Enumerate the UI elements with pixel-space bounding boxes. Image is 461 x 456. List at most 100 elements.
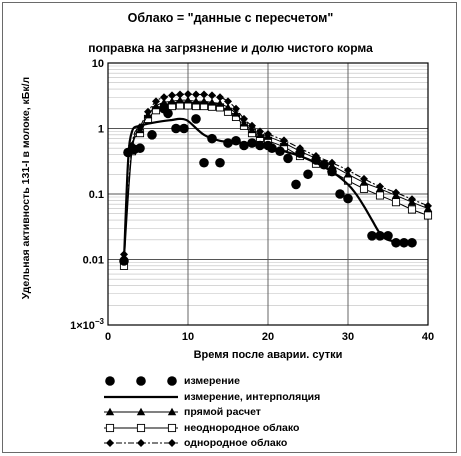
legend-interpolation-label: измерение, интерполяция — [184, 390, 321, 403]
series-measurement-point — [319, 159, 329, 170]
legend-direct-calc-marker — [136, 407, 146, 416]
series-uniform-cloud-point — [392, 188, 400, 197]
series-uniform-cloud-point — [224, 97, 232, 106]
legend-measurement-marker — [105, 376, 115, 386]
legend-measurement-label: измерение — [184, 375, 240, 387]
legend-direct-calc-swatch — [104, 407, 178, 416]
legend-interpolation: измерение, интерполяция — [102, 390, 412, 404]
series-uniform-cloud-point — [200, 90, 208, 99]
y-tick-label: 0.1 — [89, 189, 104, 201]
x-axis-label: Время после аварии. сутки — [193, 349, 343, 361]
series-measurement-point — [407, 237, 417, 248]
series-measurement-point — [375, 231, 385, 241]
series-measurement-point — [215, 157, 225, 168]
series-direct-calc-point — [151, 101, 161, 110]
series-nonuniform-cloud-point — [375, 191, 385, 200]
x-tick-label: 20 — [262, 331, 274, 343]
series-direct-calc-point — [191, 97, 201, 105]
legend-uniform-cloud-marker — [106, 439, 114, 447]
series-uniform-cloud-point — [184, 90, 192, 99]
series-direct-calc-point — [231, 109, 241, 117]
series-measurement-point — [223, 138, 233, 148]
series-measurement-point — [291, 179, 301, 190]
series-measurement-point — [163, 108, 173, 119]
series-measurement-point — [147, 130, 157, 140]
series-measurement-point — [179, 123, 189, 134]
series-measurement-point — [119, 256, 129, 266]
series-uniform-cloud-point — [408, 195, 416, 204]
series-measurement — [119, 103, 417, 266]
series-uniform-cloud-point — [360, 174, 368, 183]
legend-direct-calc-marker — [105, 407, 115, 416]
legend-nonuniform-cloud-marker — [167, 423, 177, 432]
series-measurement-point — [247, 138, 257, 148]
legend-nonuniform-cloud: неоднородное облако — [102, 421, 412, 435]
legend-interpolation-swatch — [104, 395, 178, 398]
series-uniform-cloud-point — [144, 107, 152, 116]
series-measurement-point — [171, 123, 181, 134]
series-nonuniform-cloud-point — [423, 211, 433, 220]
series-measurement-point — [135, 143, 145, 154]
legend-nonuniform-cloud-swatch — [104, 423, 178, 432]
x-tick-label: 30 — [342, 331, 354, 343]
series-uniform-cloud-point — [256, 127, 264, 136]
x-tick-label: 40 — [422, 331, 434, 343]
series-measurement-point — [255, 140, 265, 151]
series-measurement-point — [343, 193, 353, 204]
legend-direct-calc-label: прямой расчет — [184, 406, 261, 418]
series-measurement-point — [303, 169, 313, 180]
series-measurement-point — [275, 146, 285, 157]
legend-measurement: измерение — [102, 374, 412, 388]
series-uniform-cloud-point — [192, 90, 200, 99]
legend-measurement-marker — [167, 376, 177, 386]
series-measurement-point — [207, 133, 217, 144]
series-direct-calc-point — [199, 97, 209, 105]
series-measurement-point — [391, 237, 401, 248]
series-uniform-cloud-point — [240, 114, 248, 123]
legend-nonuniform-cloud-marker — [136, 423, 146, 432]
series-direct-calc-point — [159, 98, 169, 106]
legend-direct-calc: прямой расчет — [102, 405, 412, 419]
plot-border — [107, 62, 429, 326]
series-uniform-cloud-point — [232, 104, 240, 113]
series-measurement-point — [399, 237, 409, 248]
series-uniform-cloud-point — [376, 182, 384, 191]
series-uniform-cloud-point — [344, 166, 352, 175]
series-uniform-cloud-point — [152, 97, 160, 106]
series-direct-calc-point — [175, 96, 185, 104]
chart-title: Облако = "данные с пересчетом" — [127, 11, 334, 25]
series-nonuniform-cloud-point — [359, 184, 369, 193]
legend-nonuniform-cloud-label: неоднородное облако — [184, 421, 300, 434]
series-direct-calc-point — [207, 98, 217, 106]
series-measurement-point — [295, 148, 305, 158]
series-uniform-cloud-point — [216, 93, 224, 102]
series-uniform-cloud-point — [208, 91, 216, 100]
series-measurement-point — [383, 231, 393, 241]
series-measurement-point — [283, 153, 293, 164]
series-nonuniform-cloud-point — [407, 205, 417, 214]
series-measurement-point — [327, 166, 337, 177]
legend-uniform-cloud: однородное облако — [102, 436, 412, 450]
legend-direct-calc-marker — [167, 407, 177, 416]
legend-uniform-cloud-marker — [168, 439, 176, 447]
series-uniform-cloud-point — [176, 90, 184, 99]
series-measurement-point — [267, 143, 277, 154]
y-tick-label: 1 — [98, 124, 104, 136]
legend-nonuniform-cloud-marker — [105, 423, 115, 432]
x-tick-label: 10 — [182, 331, 194, 343]
legend: измерение измерение, интерполяция прямой р… — [102, 374, 412, 450]
legend-measurement-marker — [136, 376, 146, 386]
y-tick-label-min: 1×10−3 — [70, 317, 104, 332]
series-nonuniform-cloud-point — [391, 198, 401, 207]
figure-frame — [2, 2, 457, 453]
series-direct-calc-point — [183, 96, 193, 104]
legend-uniform-cloud-marker — [137, 439, 145, 447]
series-measurement-point — [231, 135, 241, 146]
series-measurement-point — [367, 231, 377, 241]
series-direct-calc-point — [167, 97, 177, 105]
legend-uniform-cloud-label: однородное облако — [184, 437, 288, 449]
series-measurement-point — [191, 114, 201, 124]
series-nonuniform-cloud — [119, 101, 433, 270]
series-direct-calc-point — [223, 103, 233, 111]
